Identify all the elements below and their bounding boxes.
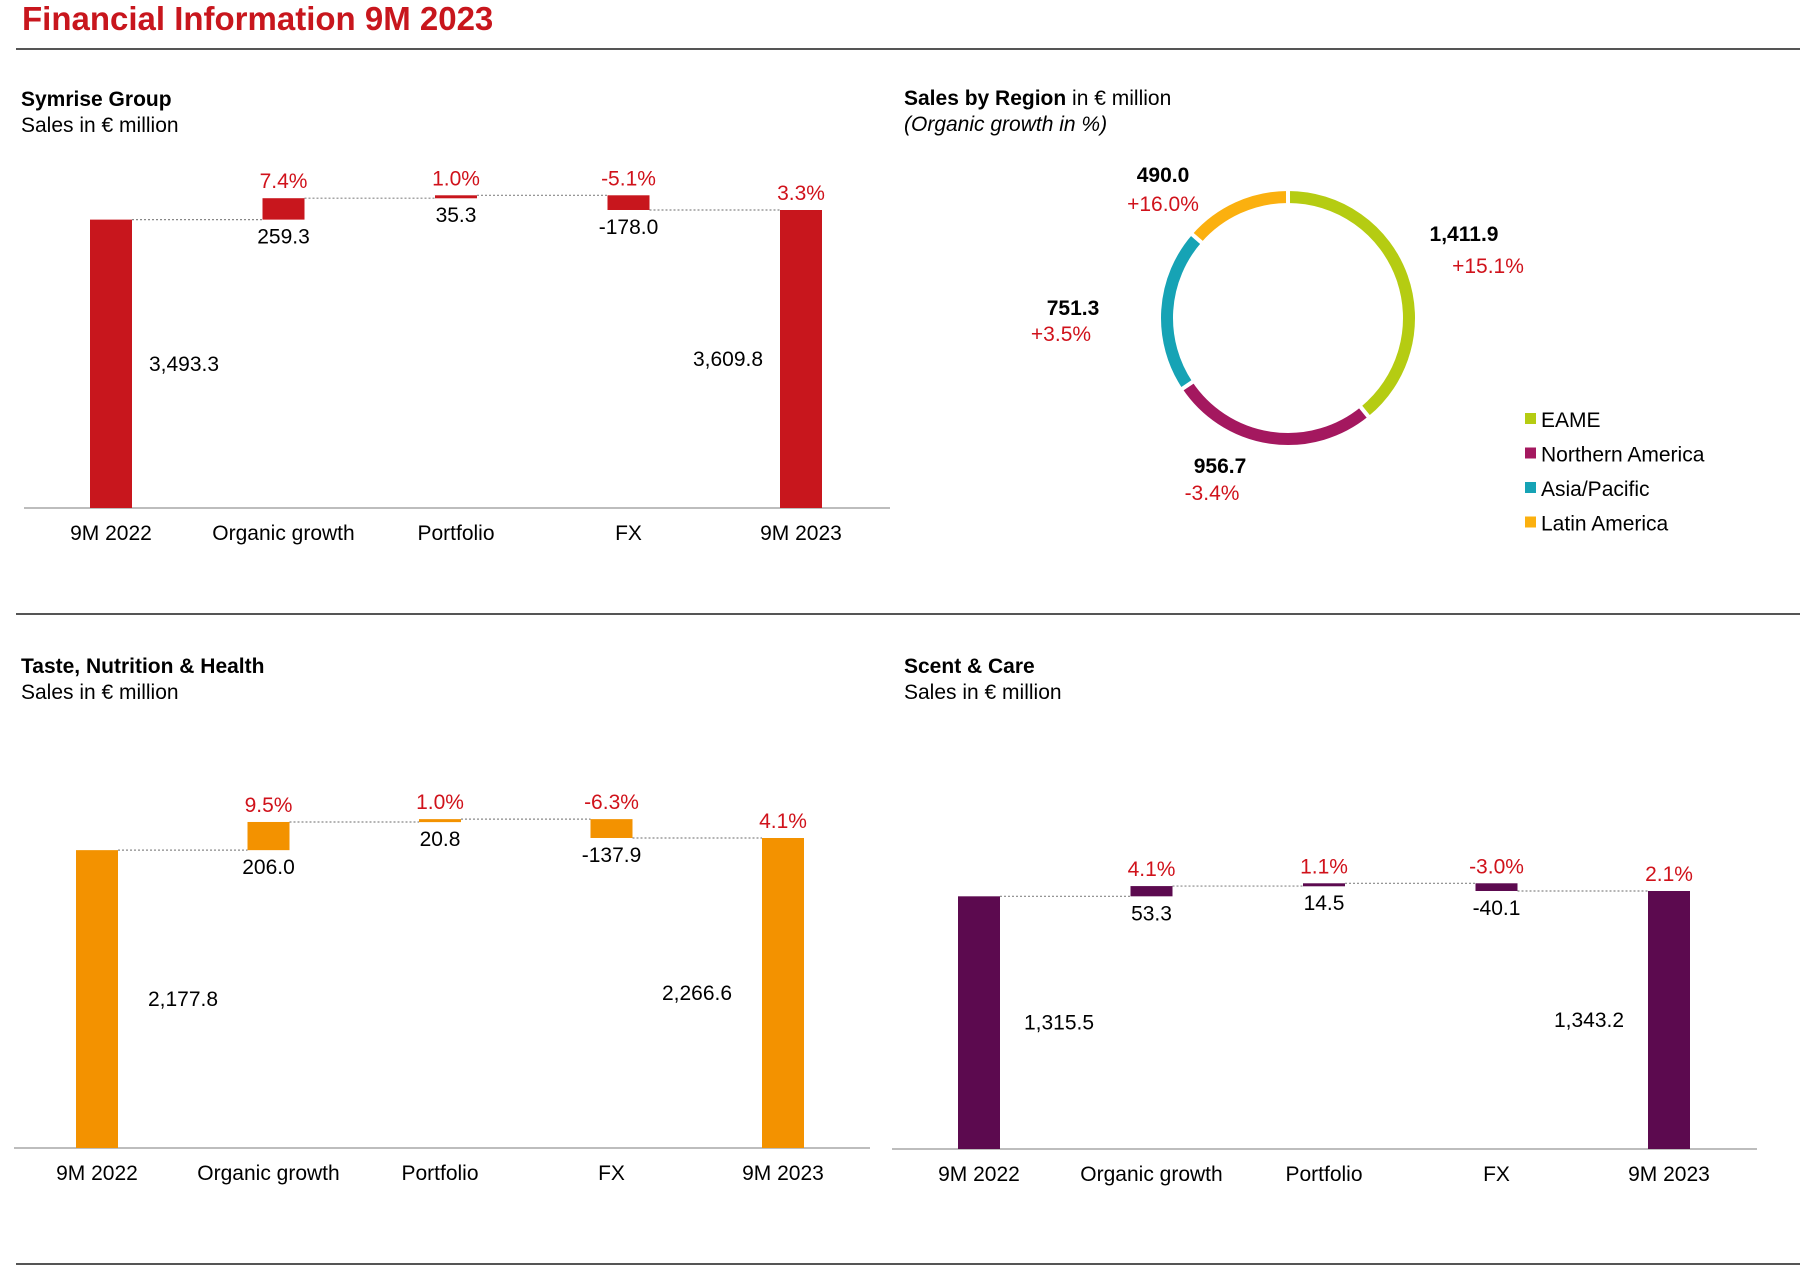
sc-value-label: 1,343.2 [1554, 1009, 1624, 1032]
tnh-value-label: 2,266.6 [662, 982, 732, 1005]
sc-panel-title: Scent & Care [904, 655, 1035, 678]
sc-growth-label: -3.0% [1469, 855, 1524, 878]
group-bar [435, 195, 477, 199]
group-bar [607, 195, 650, 210]
group-category-label: 9M 2023 [760, 522, 842, 545]
bottom-divider [16, 1263, 1800, 1265]
tnh-category-label: 9M 2022 [56, 1162, 138, 1185]
group-panel-title: Symrise Group [21, 88, 172, 111]
tnh-value-label: 206.0 [242, 856, 295, 879]
tnh-bar [762, 838, 804, 1148]
middle-divider [16, 613, 1800, 615]
tnh-bar [590, 819, 633, 838]
group-growth-label: 7.4% [260, 170, 308, 193]
region-panel-title: Sales by Region [904, 87, 1067, 110]
donut-growth-label: -3.4% [1185, 482, 1240, 505]
sc-category-label: Organic growth [1080, 1163, 1222, 1186]
tnh-panel-heading: Taste, Nutrition & Health Sales in € mil… [21, 654, 264, 706]
group-bar [262, 198, 305, 220]
region-panel-subtitle: (Organic growth in %) [904, 113, 1108, 136]
group-category-label: Organic growth [212, 522, 354, 545]
donut-value-label: 751.3 [1047, 297, 1100, 320]
donut-slice-latin-america [1188, 186, 1290, 247]
tnh-bar [76, 850, 118, 1148]
tnh-category-label: FX [598, 1162, 625, 1185]
sc-category-label: 9M 2023 [1628, 1163, 1710, 1186]
tnh-panel-title: Taste, Nutrition & Health [21, 655, 265, 678]
tnh-bar [247, 821, 290, 851]
tnh-growth-label: 9.5% [245, 794, 293, 817]
sc-value-label: 1,315.5 [1024, 1012, 1094, 1035]
sc-bar [958, 896, 1000, 1149]
sc-bar [1303, 883, 1345, 887]
legend-label: EAME [1541, 409, 1601, 432]
group-growth-label: 3.3% [777, 182, 825, 205]
sc-bar [1130, 886, 1173, 897]
group-value-label: 259.3 [257, 226, 310, 249]
group-bar [90, 219, 132, 508]
sc-growth-label: 4.1% [1128, 858, 1176, 881]
tnh-value-label: 2,177.8 [148, 988, 218, 1011]
group-category-label: FX [615, 522, 642, 545]
top-divider [16, 48, 1800, 50]
group-category-label: 9M 2022 [70, 522, 152, 545]
donut-value-label: 490.0 [1137, 164, 1190, 187]
group-growth-label: 1.0% [432, 167, 480, 190]
tnh-bar [419, 819, 461, 823]
region-panel-heading: Sales by Region in € million (Organic gr… [904, 86, 1171, 138]
sc-growth-label: 2.1% [1645, 863, 1693, 886]
donut-value-label: 956.7 [1194, 455, 1247, 478]
sc-bar [1648, 891, 1690, 1149]
donut-slice-northern-america [1178, 378, 1373, 449]
tnh-category-label: Portfolio [401, 1162, 478, 1185]
tnh-value-label: -137.9 [582, 844, 642, 867]
sc-bar [1475, 883, 1518, 891]
tnh-growth-label: 4.1% [759, 810, 807, 833]
donut-slice-asia-pacific [1157, 230, 1206, 393]
donut-growth-label: +16.0% [1127, 193, 1199, 216]
tnh-growth-label: 1.0% [416, 791, 464, 814]
legend-swatch [1525, 447, 1536, 459]
legend-label: Northern America [1541, 444, 1705, 467]
group-value-label: 3,609.8 [693, 348, 763, 371]
legend-swatch [1525, 516, 1536, 528]
sc-value-label: 53.3 [1131, 902, 1172, 925]
donut-slice-eame [1286, 186, 1419, 421]
group-category-label: Portfolio [417, 522, 494, 545]
sc-growth-label: 1.1% [1300, 855, 1348, 878]
sc-value-label: 14.5 [1304, 892, 1345, 915]
group-growth-label: -5.1% [601, 167, 656, 190]
group-value-label: 35.3 [436, 204, 477, 227]
legend-swatch [1525, 413, 1536, 424]
page-title: Financial Information 9M 2023 [22, 0, 494, 37]
sc-category-label: Portfolio [1285, 1163, 1362, 1186]
tnh-category-label: Organic growth [197, 1162, 339, 1185]
legend-label: Latin America [1541, 513, 1669, 536]
legend-label: Asia/Pacific [1541, 478, 1650, 501]
tnh-value-label: 20.8 [420, 828, 461, 851]
sc-panel-subtitle: Sales in € million [904, 681, 1062, 704]
sc-panel-heading: Scent & Care Sales in € million [904, 654, 1062, 706]
donut-growth-label: +15.1% [1452, 255, 1524, 278]
donut-value-label: 1,411.9 [1430, 223, 1499, 246]
region-panel-title-suffix: in € million [1066, 87, 1172, 110]
sc-value-label: -40.1 [1473, 897, 1521, 920]
group-panel-heading: Symrise Group Sales in € million [21, 87, 179, 139]
group-bar [780, 210, 822, 508]
donut-growth-label: +3.5% [1031, 323, 1091, 346]
tnh-panel-subtitle: Sales in € million [21, 681, 179, 704]
group-value-label: 3,493.3 [149, 353, 219, 376]
tnh-growth-label: -6.3% [584, 791, 639, 814]
sc-category-label: 9M 2022 [938, 1163, 1020, 1186]
tnh-category-label: 9M 2023 [742, 1162, 824, 1185]
sc-category-label: FX [1483, 1163, 1510, 1186]
legend-swatch [1525, 482, 1536, 493]
group-panel-subtitle: Sales in € million [21, 114, 179, 137]
group-value-label: -178.0 [599, 216, 659, 239]
